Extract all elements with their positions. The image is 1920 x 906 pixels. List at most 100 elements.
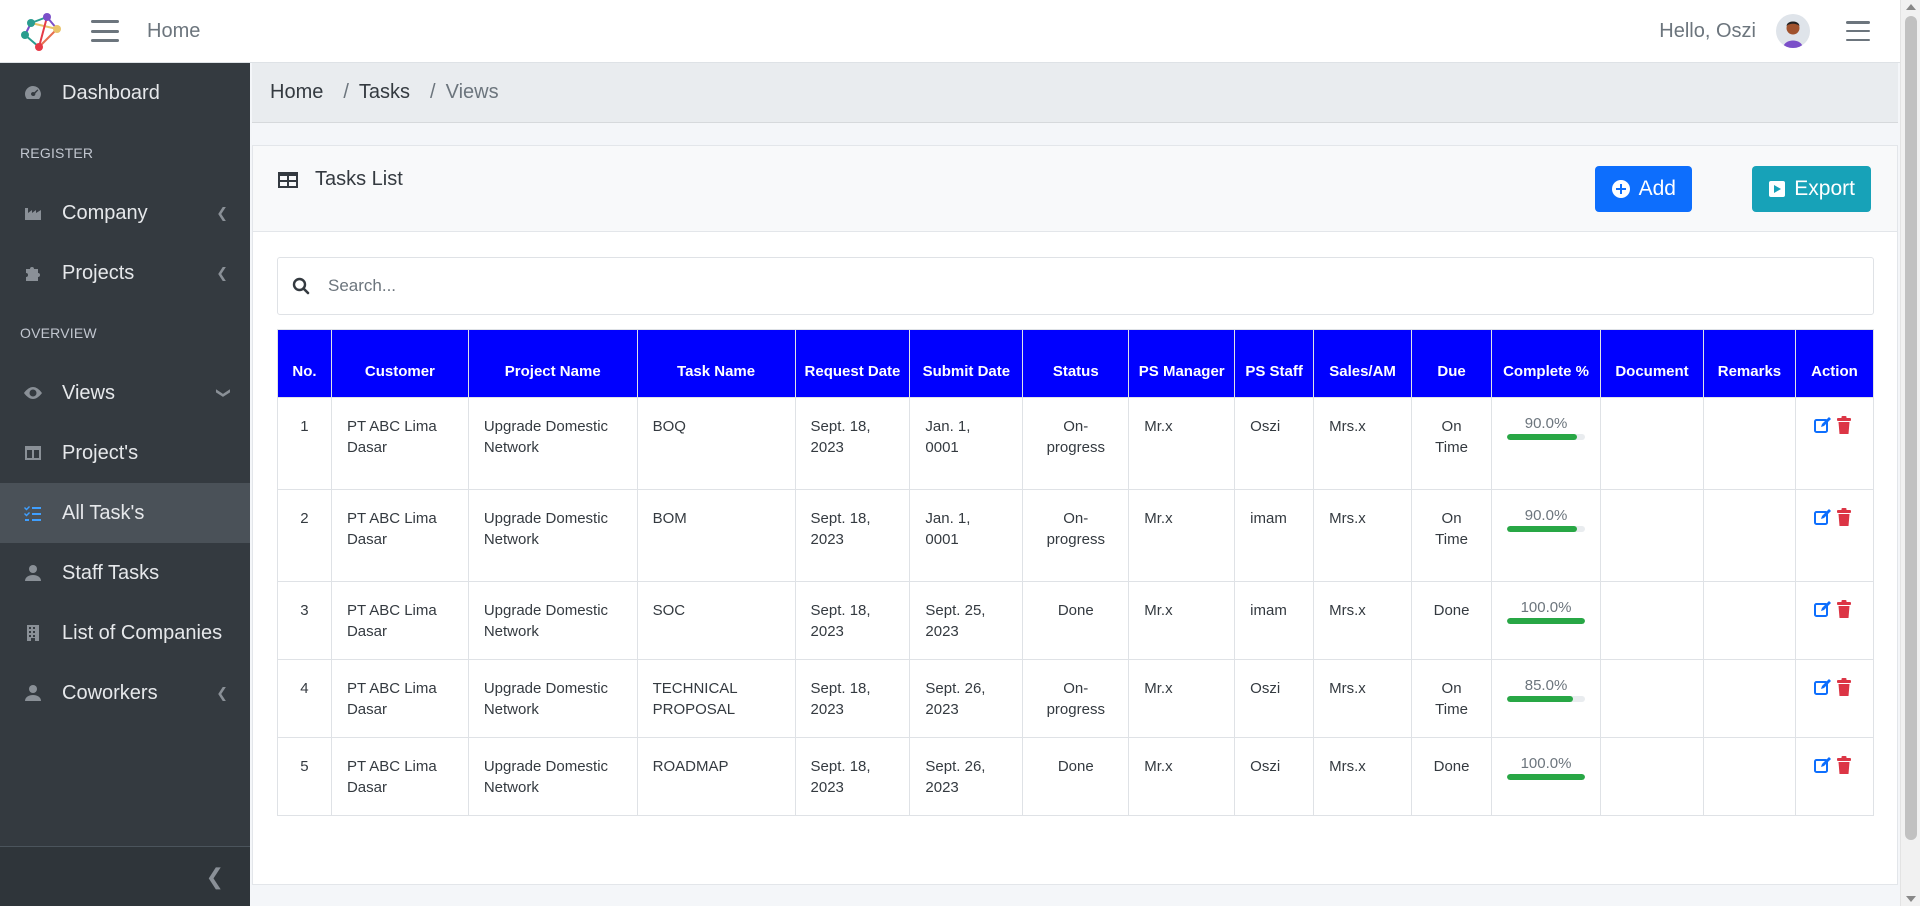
top-navbar: Home Hello, Oszi [0, 0, 1900, 63]
trash-icon[interactable] [1836, 508, 1854, 526]
col-header-remarks[interactable]: Remarks [1702, 329, 1796, 398]
cell-sales-am: Mrs.x [1313, 659, 1413, 738]
nav-home-link[interactable]: Home [147, 19, 201, 42]
cell-no: 2 [277, 489, 332, 582]
trash-icon[interactable] [1836, 600, 1854, 618]
breadcrumb-tasks[interactable]: Tasks [358, 81, 411, 103]
sidebar-item-views[interactable]: Views ❮ [0, 363, 250, 423]
scroll-down-arrow[interactable] [1906, 896, 1916, 902]
scroll-up-arrow[interactable] [1906, 4, 1916, 10]
cell-action [1794, 489, 1875, 582]
sidebar-header-register: REGISTER [20, 145, 94, 161]
table-header-row: No. Customer Project Name Task Name Requ… [277, 329, 1875, 398]
chevron-left-icon: ❮ [216, 264, 228, 281]
cell-action [1794, 659, 1875, 738]
trash-icon[interactable] [1836, 756, 1854, 774]
cell-ps-manager: Mr.x [1128, 581, 1236, 660]
col-header-document[interactable]: Document [1600, 329, 1704, 398]
cell-request-date: Sept. 18, 2023 [794, 397, 911, 490]
tasks-table: No. Customer Project Name Task Name Requ… [277, 329, 1875, 816]
cell-status: On-progress [1022, 489, 1130, 582]
sidebar-item-all-tasks[interactable]: All Task's [0, 483, 250, 543]
sidebar-item-project-s[interactable]: Project's [0, 423, 250, 483]
col-header-request-date[interactable]: Request Date [794, 329, 911, 398]
page-scrollbar[interactable] [1900, 0, 1920, 906]
sidebar-item-label: Coworkers [62, 681, 158, 704]
cell-project-name: Upgrade Domestic Network [467, 659, 638, 738]
cell-task-name: BOM [636, 489, 796, 582]
sidebar-collapse-button[interactable]: ❮ [0, 846, 250, 906]
edit-icon[interactable] [1814, 416, 1832, 434]
cell-remarks [1702, 581, 1796, 660]
sidebar-item-label: All Task's [62, 501, 145, 524]
col-header-status[interactable]: Status [1022, 329, 1130, 398]
cell-submit-date: Sept. 25, 2023 [909, 581, 1024, 660]
col-header-submit-date[interactable]: Submit Date [909, 329, 1024, 398]
breadcrumb-home[interactable]: Home [270, 81, 324, 103]
edit-icon[interactable] [1814, 600, 1832, 618]
search-input[interactable] [328, 276, 1828, 296]
cell-complete: 90.0% [1491, 397, 1602, 490]
sidebar-item-dashboard[interactable]: Dashboard [0, 63, 250, 123]
add-button[interactable]: Add [1594, 166, 1692, 212]
user-icon [22, 562, 44, 584]
chevron-left-icon: ❮ [205, 863, 224, 889]
edit-icon[interactable] [1814, 756, 1832, 774]
table-row: 2 PT ABC Lima Dasar Upgrade Domestic Netwo… [277, 489, 1875, 582]
progress-bar [1507, 526, 1586, 532]
cell-project-name: Upgrade Domestic Network [467, 581, 638, 660]
cell-remarks [1702, 737, 1796, 816]
cell-due: Done [1411, 581, 1493, 660]
progress-bar-fill [1507, 774, 1586, 780]
trash-icon[interactable] [1836, 678, 1854, 696]
cell-action [1794, 737, 1875, 816]
menu-icon[interactable] [1846, 21, 1870, 41]
sidebar-item-company[interactable]: Company ❮ [0, 183, 250, 243]
progress-bar [1507, 434, 1586, 440]
col-header-customer[interactable]: Customer [330, 329, 469, 398]
cell-ps-manager: Mr.x [1128, 489, 1236, 582]
edit-icon[interactable] [1814, 678, 1832, 696]
trash-icon[interactable] [1836, 416, 1854, 434]
col-header-project-name[interactable]: Project Name [467, 329, 638, 398]
table-icon [278, 171, 298, 188]
sidebar-item-list-of-companies[interactable]: List of Companies [0, 603, 250, 663]
col-header-due[interactable]: Due [1411, 329, 1493, 398]
scrollbar-thumb[interactable] [1905, 16, 1917, 840]
cell-sales-am: Mrs.x [1313, 397, 1413, 490]
progress-bar [1507, 618, 1586, 624]
cell-document [1600, 659, 1704, 738]
cell-document [1600, 737, 1704, 816]
export-button[interactable]: Export [1752, 166, 1871, 212]
cell-document [1600, 397, 1704, 490]
col-header-ps-manager[interactable]: PS Manager [1128, 329, 1236, 398]
breadcrumb: Home / Tasks / Views [252, 63, 1898, 123]
breadcrumb-separator: / [430, 81, 436, 103]
cell-project-name: Upgrade Domestic Network [467, 737, 638, 816]
col-header-sales-am[interactable]: Sales/AM [1313, 329, 1413, 398]
sidebar-item-coworkers[interactable]: Coworkers ❮ [0, 663, 250, 723]
col-header-task-name[interactable]: Task Name [636, 329, 796, 398]
avatar[interactable] [1776, 14, 1810, 48]
cell-complete: 100.0% [1491, 737, 1602, 816]
cell-remarks [1702, 397, 1796, 490]
sidebar-toggle-button[interactable] [91, 20, 119, 42]
cell-due: On Time [1411, 489, 1493, 582]
app-logo[interactable] [19, 9, 63, 53]
col-header-ps-staff[interactable]: PS Staff [1234, 329, 1315, 398]
cell-status: Done [1022, 581, 1130, 660]
col-header-complete[interactable]: Complete % [1491, 329, 1602, 398]
cell-submit-date: Sept. 26, 2023 [909, 737, 1024, 816]
col-header-no[interactable]: No. [277, 329, 332, 398]
tasks-icon [22, 502, 44, 524]
sidebar-item-staff-tasks[interactable]: Staff Tasks [0, 543, 250, 603]
chevron-left-icon: ❮ [216, 204, 228, 221]
progress-bar [1507, 774, 1586, 780]
cell-task-name: BOQ [636, 397, 796, 490]
edit-icon[interactable] [1814, 508, 1832, 526]
sidebar-item-projects[interactable]: Projects ❮ [0, 243, 250, 303]
cell-due: Done [1411, 737, 1493, 816]
progress-label: 85.0% [1524, 677, 1568, 694]
add-button-label: Add [1638, 177, 1676, 200]
user-greeting[interactable]: Hello, Oszi [1659, 19, 1756, 42]
